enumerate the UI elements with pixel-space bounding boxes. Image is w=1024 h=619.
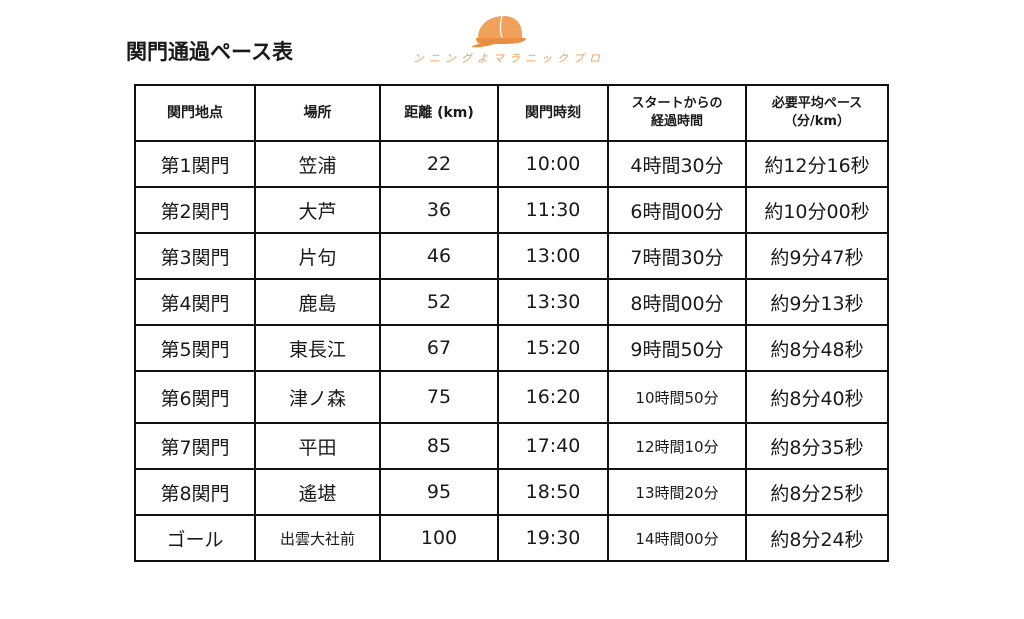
cell-distance: 95: [379, 468, 499, 516]
cell-place: 東長江: [254, 324, 381, 372]
cell-place: 笠浦: [254, 140, 381, 188]
cell-elapsed: 9時間50分: [607, 324, 747, 372]
cell-place: 津ノ森: [254, 370, 381, 424]
cell-pace: 約8分25秒: [745, 468, 889, 516]
table-row: 第6関門 津ノ森 75 16:20 10時間50分 約8分40秒: [134, 370, 889, 424]
cell-place: 出雲大社前: [254, 514, 381, 562]
cell-place: 片句: [254, 232, 381, 280]
cell-time: 15:20: [497, 324, 609, 372]
cell-checkpoint: 第3関門: [134, 232, 256, 280]
header-elapsed: スタートからの 経過時間: [607, 84, 747, 142]
cell-elapsed: 12時間10分: [607, 422, 747, 470]
cell-pace: 約8分24秒: [745, 514, 889, 562]
cell-distance: 46: [379, 232, 499, 280]
cell-pace: 約8分35秒: [745, 422, 889, 470]
cell-checkpoint: 第8関門: [134, 468, 256, 516]
cell-time: 11:30: [497, 186, 609, 234]
table-row: 第8関門 遙堪 95 18:50 13時間20分 約8分25秒: [134, 468, 889, 516]
cell-time: 13:30: [497, 278, 609, 326]
cell-pace: 約8分48秒: [745, 324, 889, 372]
cell-pace: 約9分13秒: [745, 278, 889, 326]
cell-pace: 約9分47秒: [745, 232, 889, 280]
cell-elapsed: 4時間30分: [607, 140, 747, 188]
header-pace: 必要平均ペース （分/km）: [745, 84, 889, 142]
pace-table: 関門地点 場所 距離 (km) 関門時刻 スタートからの 経過時間 必要平均ペー…: [134, 84, 889, 562]
cell-distance: 75: [379, 370, 499, 424]
header-pace-line1: 必要平均ペース: [771, 96, 863, 111]
table-row: 第2関門 大芦 36 11:30 6時間00分 約10分00秒: [134, 186, 889, 234]
cell-checkpoint: 第7関門: [134, 422, 256, 470]
cell-place: 大芦: [254, 186, 381, 234]
cell-checkpoint: 第1関門: [134, 140, 256, 188]
header-pace-line2: （分/km）: [784, 114, 850, 129]
cell-elapsed: 13時間20分: [607, 468, 747, 516]
cell-pace: 約12分16秒: [745, 140, 889, 188]
table-row: 第1関門 笠浦 22 10:00 4時間30分 約12分16秒: [134, 140, 889, 188]
table-row: 第3関門 片句 46 13:00 7時間30分 約9分47秒: [134, 232, 889, 280]
cell-distance: 67: [379, 324, 499, 372]
header-cutoff-time: 関門時刻: [497, 84, 609, 142]
cell-checkpoint: ゴール: [134, 514, 256, 562]
cell-checkpoint: 第4関門: [134, 278, 256, 326]
cell-checkpoint: 第5関門: [134, 324, 256, 372]
cell-distance: 22: [379, 140, 499, 188]
cell-place: 平田: [254, 422, 381, 470]
brand-logo: ンニングよマラニックプロ: [404, 14, 614, 74]
cell-elapsed: 6時間00分: [607, 186, 747, 234]
table-header-row: 関門地点 場所 距離 (km) 関門時刻 スタートからの 経過時間 必要平均ペー…: [134, 84, 889, 142]
cell-elapsed: 7時間30分: [607, 232, 747, 280]
page-title: 関門通過ペース表: [126, 40, 293, 64]
cell-time: 17:40: [497, 422, 609, 470]
cell-time: 19:30: [497, 514, 609, 562]
cell-distance: 85: [379, 422, 499, 470]
cell-place: 遙堪: [254, 468, 381, 516]
cell-place: 鹿島: [254, 278, 381, 326]
cell-checkpoint: 第6関門: [134, 370, 256, 424]
cell-time: 18:50: [497, 468, 609, 516]
cell-pace: 約8分40秒: [745, 370, 889, 424]
cell-time: 10:00: [497, 140, 609, 188]
header-elapsed-line2: 経過時間: [650, 114, 703, 129]
header-elapsed-line1: スタートからの: [631, 96, 723, 111]
cell-elapsed: 14時間00分: [607, 514, 747, 562]
header-distance: 距離 (km): [379, 84, 499, 142]
brand-text: ンニングよマラニックプロ: [413, 52, 605, 65]
cell-pace: 約10分00秒: [745, 186, 889, 234]
cell-distance: 36: [379, 186, 499, 234]
cell-elapsed: 8時間00分: [607, 278, 747, 326]
cell-distance: 52: [379, 278, 499, 326]
cell-checkpoint: 第2関門: [134, 186, 256, 234]
table-row: 第7関門 平田 85 17:40 12時間10分 約8分35秒: [134, 422, 889, 470]
table-row: 第5関門 東長江 67 15:20 9時間50分 約8分48秒: [134, 324, 889, 372]
table-row: 第4関門 鹿島 52 13:30 8時間00分 約9分13秒: [134, 278, 889, 326]
header-checkpoint: 関門地点: [134, 84, 256, 142]
table-row: ゴール 出雲大社前 100 19:30 14時間00分 約8分24秒: [134, 514, 889, 562]
cell-distance: 100: [379, 514, 499, 562]
header-place: 場所: [254, 84, 381, 142]
orange-cap-icon: [472, 15, 526, 48]
cell-time: 16:20: [497, 370, 609, 424]
cell-elapsed: 10時間50分: [607, 370, 747, 424]
cell-time: 13:00: [497, 232, 609, 280]
